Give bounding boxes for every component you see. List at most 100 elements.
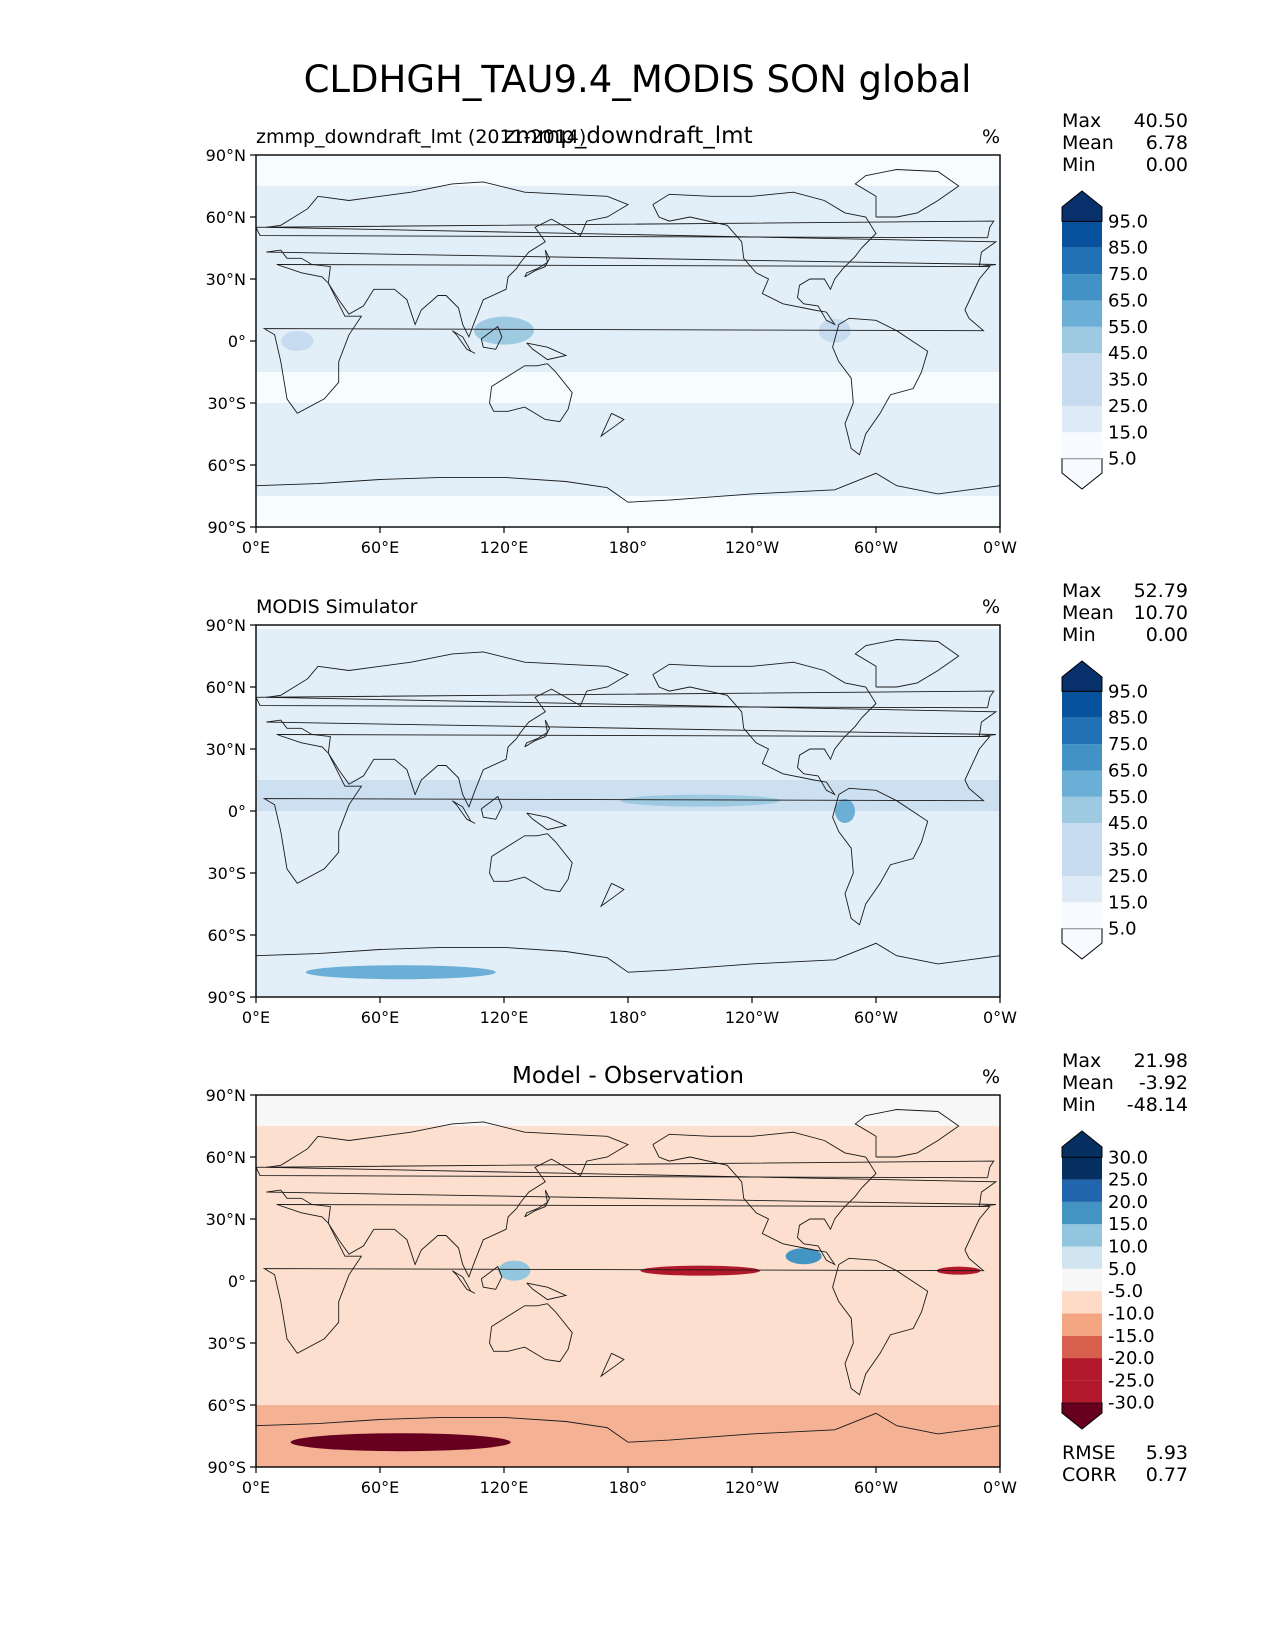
zonal-band: [256, 800, 1000, 811]
coastline: [652, 1131, 877, 1266]
colorbar: 5.0 15.0 25.0 35.0 45.0 55.0 65.0 75.0 85.0 95.0: [1061, 190, 1148, 490]
colorbar-segment: [1062, 1313, 1102, 1336]
zonal-band: [256, 811, 1000, 842]
itcz-band: [620, 794, 781, 807]
x-tick-label: 120°W: [725, 1478, 780, 1497]
colorbar-extend-top: [1061, 190, 1103, 222]
panel-title-center: Model - Observation: [512, 1063, 744, 1089]
zonal-band: [256, 656, 1000, 687]
colorbar-extend-bottom: [1061, 928, 1103, 960]
coastline: [832, 787, 929, 926]
colorbar-segment: [1062, 1179, 1102, 1202]
coastline: [480, 1265, 503, 1290]
x-tick-label: 180°: [609, 538, 648, 557]
zonal-band: [256, 1250, 1000, 1271]
colorbar-segment: [1062, 849, 1102, 876]
x-tick-label: 60°E: [361, 1008, 399, 1027]
colorbar: 5.0 15.0 25.0 35.0 45.0 55.0 65.0 75.0 85.0 95.0: [1061, 660, 1148, 960]
panel-title-center: zmmp_downdraft_lmt: [503, 123, 752, 149]
x-tick-label: 0°W: [983, 1008, 1017, 1027]
y-tick-label: 60°N: [206, 1148, 246, 1167]
coastline: [854, 169, 960, 218]
colorbar-tick-label: -5.0: [1108, 1281, 1143, 1302]
y-tick-label: 30°N: [206, 1210, 246, 1229]
zonal-band: [256, 749, 1000, 780]
coastline: [526, 1282, 568, 1301]
zonal-band: [256, 248, 1000, 279]
coastline: [266, 1121, 998, 1279]
colorbar-tick-label: 45.0: [1108, 813, 1148, 834]
y-tick-label: 60°S: [207, 1396, 246, 1415]
colorbar-segment: [1062, 902, 1102, 929]
zonal-band: [256, 1312, 1000, 1343]
maritime-continent-positive: [498, 1260, 531, 1281]
colorbar-tick-label: -20.0: [1108, 1348, 1155, 1369]
zonal-band: [256, 159, 1000, 186]
stat-label: CORR: [1062, 1464, 1117, 1486]
coastline: [599, 1352, 625, 1378]
x-tick-label: 120°W: [725, 1008, 780, 1027]
coastline: [451, 330, 476, 354]
y-tick-label: 30°S: [207, 1334, 246, 1353]
coastline: [652, 191, 877, 326]
coastline: [599, 412, 625, 438]
stat-label: Min: [1062, 1094, 1096, 1116]
x-tick-label: 60°W: [854, 1478, 898, 1497]
y-tick-label: 30°S: [207, 864, 246, 883]
stat-value: 10.70: [1134, 602, 1188, 624]
colorbar-segment: [1062, 744, 1102, 771]
colorbar-segment: [1062, 1157, 1102, 1180]
coastline: [832, 1257, 929, 1396]
colorbar-segment: [1062, 875, 1102, 903]
stat-value: 6.78: [1146, 132, 1188, 154]
colorbar-tick-label: 65.0: [1108, 760, 1148, 781]
zonal-band: [256, 330, 1000, 341]
coastline: [266, 651, 998, 809]
colorbar-tick-label: 30.0: [1108, 1147, 1148, 1168]
colorbar-tick-label: 5.0: [1108, 919, 1137, 940]
zonal-band: [256, 496, 1000, 527]
coastline: [489, 833, 573, 893]
zonal-band: [256, 403, 1000, 434]
zonal-band: [256, 780, 1000, 801]
colorbar-segment: [1062, 1358, 1102, 1381]
stat-label: Min: [1062, 154, 1096, 176]
map-panel-reference: 0°E 60°E 120°E 180° 120°W 60°W 0°W 90°N 60°N 30°N…: [206, 580, 1188, 1027]
coastline: [854, 1109, 960, 1158]
zonal-band: [256, 434, 1000, 465]
panel-units: %: [982, 126, 1000, 148]
zonal-band: [256, 465, 1000, 496]
zonal-band: [256, 1270, 1000, 1281]
colorbar-tick-label: -25.0: [1108, 1370, 1155, 1391]
colorbar-tick-label: -15.0: [1108, 1326, 1155, 1347]
zonal-band: [256, 279, 1000, 310]
colorbar-segment: [1062, 770, 1102, 797]
colorbar-segment: [1062, 691, 1102, 718]
colorbar-extend-top: [1061, 660, 1103, 692]
y-tick-label: 0°: [228, 332, 246, 351]
zonal-band: [256, 1219, 1000, 1250]
coastline: [451, 1270, 476, 1294]
colorbar-tick-label: 35.0: [1108, 370, 1148, 391]
y-tick-label: 0°: [228, 802, 246, 821]
coastline: [524, 719, 551, 748]
panel-units: %: [982, 1066, 1000, 1088]
colorbar-segment: [1062, 717, 1102, 745]
stat-label: Max: [1062, 580, 1101, 602]
x-tick-label: 0°W: [983, 1478, 1017, 1497]
colorbar-tick-label: 55.0: [1108, 317, 1148, 338]
stat-label: Mean: [1062, 1072, 1114, 1094]
stat-label: Mean: [1062, 602, 1114, 624]
colorbar-tick-label: 5.0: [1108, 449, 1137, 470]
zonal-band: [256, 1188, 1000, 1219]
stat-label: Mean: [1062, 132, 1114, 154]
zonal-band: [256, 629, 1000, 656]
coastline: [262, 734, 991, 884]
coastline: [451, 800, 476, 824]
colorbar-tick-label: 95.0: [1108, 211, 1148, 232]
x-tick-label: 60°W: [854, 538, 898, 557]
colorbar-tick-label: 75.0: [1108, 734, 1148, 755]
stat-label: RMSE: [1062, 1442, 1116, 1464]
x-tick-label: 120°W: [725, 538, 780, 557]
